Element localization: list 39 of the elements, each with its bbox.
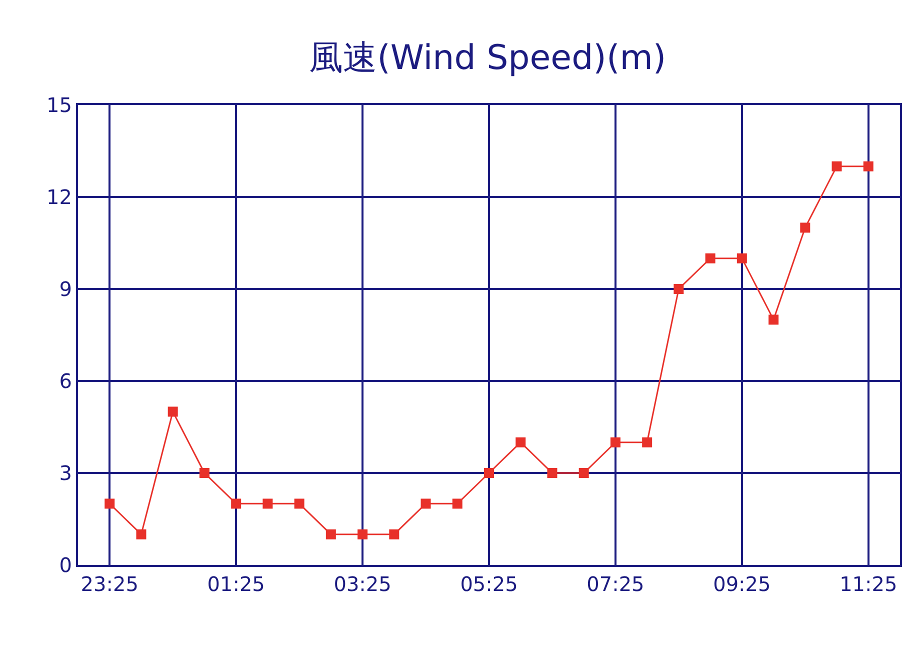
point <box>294 498 304 509</box>
point <box>262 498 273 509</box>
point <box>420 498 431 509</box>
point <box>674 284 684 294</box>
point <box>231 498 242 509</box>
point <box>199 468 210 478</box>
x-tick-label: 23:25 <box>80 572 138 596</box>
point <box>736 253 747 264</box>
point <box>484 468 494 478</box>
y-tick-label: 0 <box>59 553 72 577</box>
point <box>768 314 779 325</box>
x-tick-label: 03:25 <box>334 572 392 596</box>
point <box>578 468 589 478</box>
x-tick-label: 01:25 <box>207 572 265 596</box>
y-tick-label: 6 <box>59 369 72 393</box>
point <box>452 498 462 509</box>
y-tick-label: 12 <box>46 185 72 209</box>
point <box>326 529 336 540</box>
point <box>642 437 652 448</box>
point <box>136 529 146 540</box>
point <box>610 437 620 448</box>
point <box>705 253 716 264</box>
point <box>389 529 400 540</box>
point <box>168 406 178 417</box>
chart-title: 風速(Wind Speed)(m) <box>309 38 666 78</box>
y-tick-label: 9 <box>59 277 72 301</box>
point <box>358 529 368 540</box>
x-tick-label: 11:25 <box>840 572 898 596</box>
point <box>832 161 842 172</box>
point <box>104 498 115 509</box>
point <box>516 437 526 448</box>
y-tick-label: 15 <box>46 93 72 117</box>
point <box>863 161 874 172</box>
point <box>800 222 810 233</box>
x-tick-label: 07:25 <box>586 572 644 596</box>
y-tick-label: 3 <box>59 461 72 485</box>
point <box>547 468 558 478</box>
x-tick-label: 05:25 <box>460 572 518 596</box>
x-tick-label: 09:25 <box>713 572 771 596</box>
